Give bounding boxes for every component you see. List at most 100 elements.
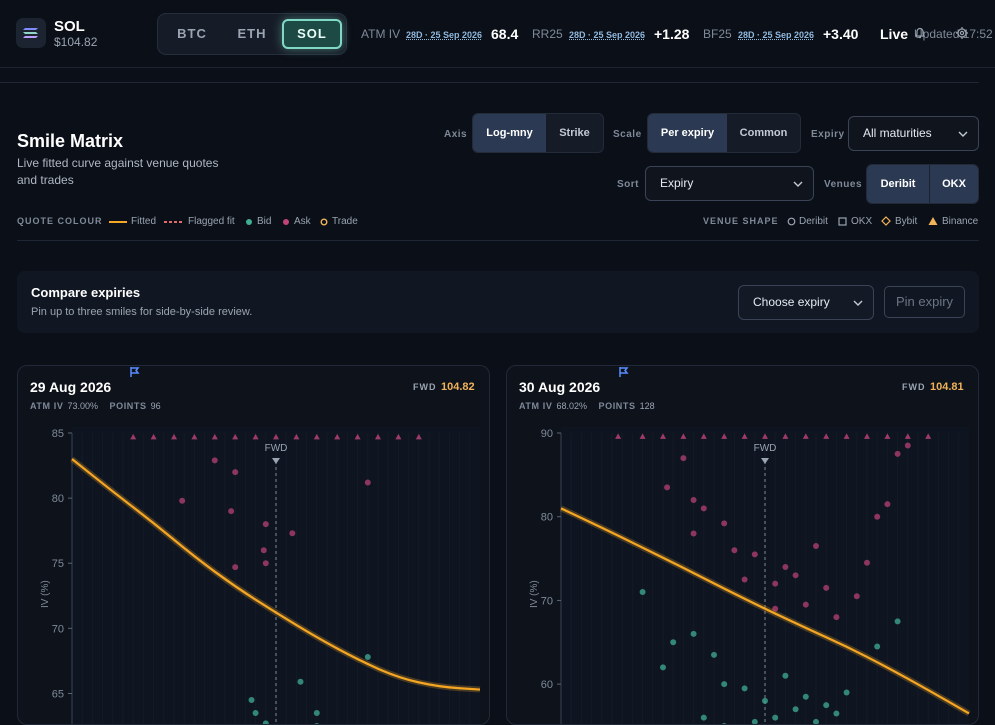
ask-triangle-marker — [293, 433, 300, 440]
metric-atm-iv-label: ATM IV — [361, 27, 401, 41]
venue-option-okx[interactable]: OKX — [929, 165, 978, 203]
pin-expiry-button[interactable]: Pin expiry — [884, 286, 965, 318]
bid-point — [313, 709, 320, 716]
ask-point — [823, 584, 830, 591]
asset-tab-sol[interactable]: SOL — [282, 19, 342, 49]
ask-point — [904, 442, 911, 449]
expiry-label: Expiry — [811, 129, 845, 140]
sort-select-value: Expiry — [660, 176, 694, 190]
bid-point — [782, 672, 789, 679]
flagged-fit-swatch — [164, 221, 182, 223]
ask-triangle-marker — [273, 433, 279, 440]
ask-triangle-marker — [639, 433, 646, 439]
ask-point — [853, 593, 860, 600]
metric-atm-iv-tenor[interactable]: 28D · 25 Sep 2026 — [406, 30, 483, 40]
ask-point — [833, 614, 840, 621]
fitted-curve — [560, 507, 970, 715]
ask-point — [864, 559, 870, 566]
sort-label: Sort — [617, 179, 639, 190]
ask-triangle-marker — [925, 433, 932, 439]
bid-point — [660, 664, 666, 671]
card-fwd-label: FWD — [413, 382, 437, 392]
bid-point — [772, 714, 779, 721]
metric-bf25-value: +3.40 — [823, 26, 859, 42]
legend-trade: Trade — [332, 216, 358, 227]
ask-triangle-marker — [802, 433, 809, 439]
metric-atm-iv-value: 68.4 — [491, 26, 519, 42]
smile-chart: 90 80 70 60 IV (%) FWD — [529, 427, 971, 724]
ask-point — [690, 496, 697, 503]
section-divider — [0, 82, 979, 83]
sort-select[interactable]: Expiry — [645, 166, 814, 201]
ask-point — [260, 547, 267, 554]
ask-point — [894, 450, 901, 457]
ask-point — [772, 580, 779, 587]
ask-point — [884, 501, 891, 508]
metric-bf25-tenor[interactable]: 28D · 25 Sep 2026 — [738, 30, 815, 40]
gear-icon[interactable] — [955, 26, 969, 40]
ask-point — [262, 521, 269, 528]
asset-tab-eth[interactable]: ETH — [237, 26, 267, 41]
card-fwd-label: FWD — [902, 382, 926, 392]
axis-option-strike[interactable]: Strike — [559, 127, 590, 139]
bid-point — [721, 681, 728, 688]
axis-option-log-mny[interactable]: Log-mny — [473, 114, 546, 152]
ask-triangle-marker — [721, 433, 728, 439]
ask-triangle-marker — [700, 433, 707, 439]
top-bar: SOL $104.82 BTC ETH SOL ATM IV 28D · 25 … — [0, 0, 995, 68]
ask-triangle-marker — [843, 433, 850, 439]
square-shape-icon — [838, 217, 847, 226]
ask-dot-swatch — [283, 219, 289, 225]
atm-iv-label: ATM IV — [30, 401, 64, 411]
bid-point — [802, 693, 809, 700]
choose-expiry-value: Choose expiry — [753, 295, 830, 309]
expiry-select[interactable]: All maturities — [848, 116, 979, 151]
choose-expiry-select[interactable]: Choose expiry — [738, 285, 874, 320]
legend-fitted: Fitted — [131, 216, 157, 227]
axis-label: Axis — [444, 129, 468, 140]
pin-flag-icon[interactable] — [618, 366, 630, 378]
forward-label: FWD — [754, 443, 777, 454]
smile-card: 90 80 70 60 IV (%) FWD 30 Aug 2026 FWD 104.81… — [506, 365, 979, 725]
card-stats: ATM IV 73.00% POINTS 96 — [30, 401, 161, 411]
scale-label: Scale — [613, 129, 642, 140]
ask-point — [289, 530, 296, 537]
metric-rr25-tenor[interactable]: 28D · 25 Sep 2026 — [569, 30, 646, 40]
y-tick-label: 80 — [541, 512, 553, 524]
ask-triangle-marker — [680, 433, 687, 439]
ask-point — [179, 497, 186, 504]
solana-logo-icon — [16, 18, 46, 48]
forward-label: FWD — [265, 443, 288, 454]
ask-triangle-marker — [415, 433, 422, 440]
ask-triangle-marker — [171, 433, 177, 440]
chevron-down-icon — [853, 300, 863, 306]
ask-triangle-marker — [232, 433, 239, 440]
ask-point — [664, 484, 671, 491]
ask-point — [211, 457, 218, 464]
ask-point — [700, 505, 707, 512]
legend-binance: Binance — [942, 216, 979, 227]
ask-triangle-marker — [823, 433, 830, 439]
venue-option-deribit[interactable]: Deribit — [867, 165, 929, 203]
points-value: 128 — [639, 401, 655, 411]
updated-time: Updated 17:52 — [914, 27, 993, 41]
atm-iv-label: ATM IV — [519, 401, 553, 411]
scale-option-common[interactable]: Common — [739, 127, 788, 139]
ask-point — [751, 551, 758, 558]
ask-triangle-marker — [615, 433, 622, 439]
venues-toggle: Deribit OKX — [866, 164, 979, 204]
legend-bybit: Bybit — [895, 216, 918, 227]
metric-rr25-value: +1.28 — [654, 26, 690, 42]
ask-point — [232, 564, 239, 571]
asset-name: SOL — [54, 18, 85, 35]
bid-point — [670, 639, 677, 646]
ask-triangle-marker — [375, 433, 381, 440]
card-fwd-value: 104.82 — [441, 381, 475, 393]
scale-option-per-expiry[interactable]: Per expiry — [648, 114, 727, 152]
bid-point — [762, 697, 768, 704]
bid-point — [700, 714, 707, 721]
bell-icon[interactable] — [913, 26, 927, 40]
asset-tab-btc[interactable]: BTC — [177, 26, 207, 41]
pin-flag-icon[interactable] — [129, 366, 141, 378]
venue-shape-heading: VENUE SHAPE — [703, 216, 779, 226]
